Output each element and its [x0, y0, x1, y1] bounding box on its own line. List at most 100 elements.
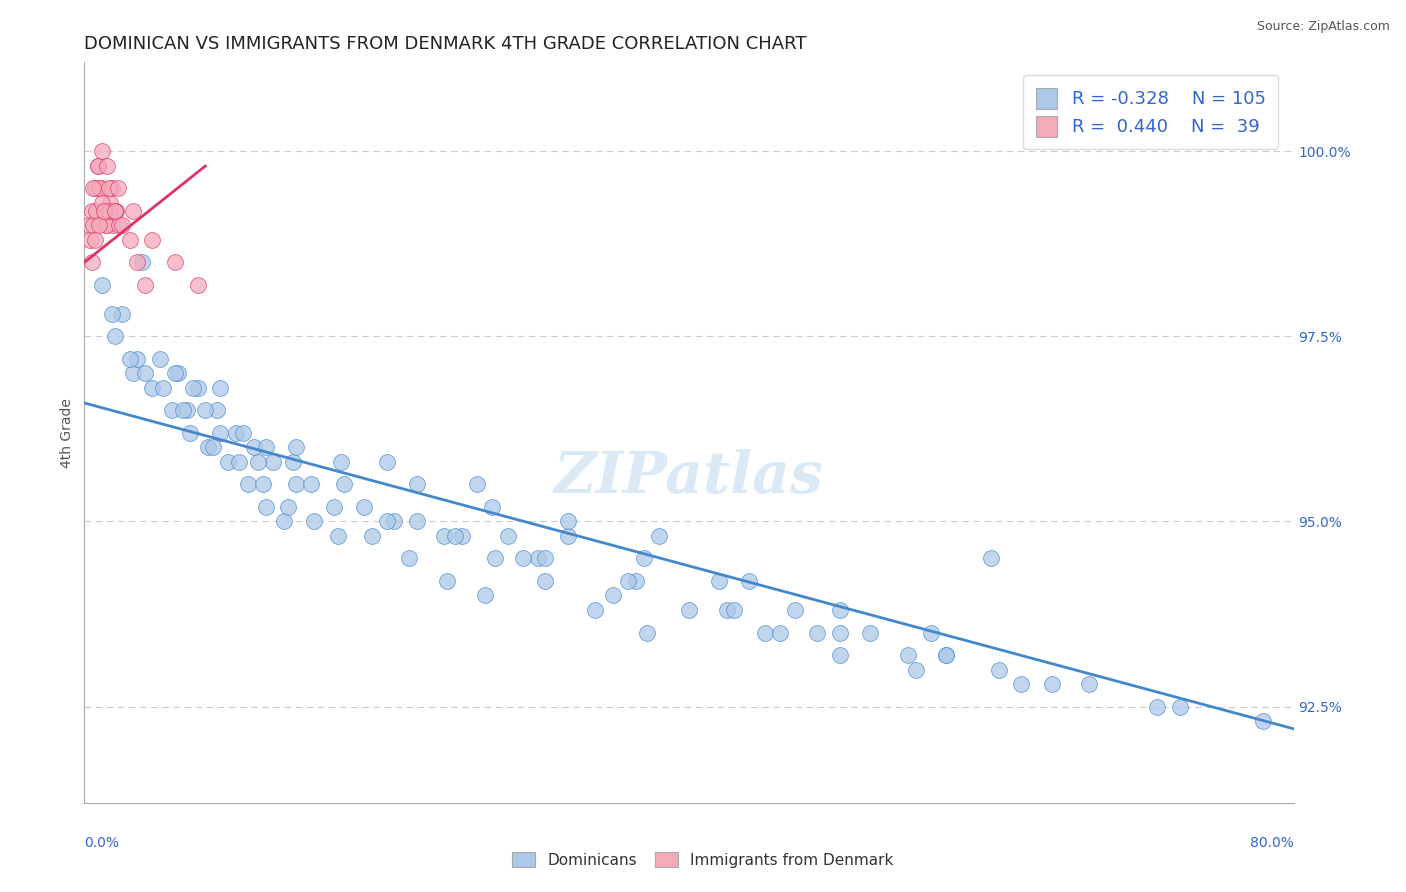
Point: [217, 455, 239, 469]
Point: [830, 603, 852, 617]
Point: [277, 500, 299, 514]
Point: [201, 441, 224, 455]
Point: [97, 181, 120, 195]
Point: [176, 403, 198, 417]
Point: [648, 529, 671, 543]
Point: [624, 574, 647, 588]
Point: [602, 589, 624, 603]
Point: [406, 477, 429, 491]
Point: [94, 219, 117, 233]
Point: [225, 425, 247, 440]
Point: [121, 203, 143, 218]
Point: [1011, 677, 1033, 691]
Point: [1078, 677, 1101, 691]
Point: [360, 529, 382, 543]
Point: [118, 351, 141, 366]
Point: [333, 477, 356, 491]
Point: [167, 367, 190, 381]
Point: [987, 663, 1010, 677]
Point: [87, 159, 110, 173]
Legend: Dominicans, Immigrants from Denmark: Dominicans, Immigrants from Denmark: [506, 846, 900, 873]
Point: [121, 367, 143, 381]
Point: [382, 515, 405, 529]
Point: [105, 203, 128, 218]
Point: [436, 574, 458, 588]
Point: [104, 329, 127, 343]
Text: Source: ZipAtlas.com: Source: ZipAtlas.com: [1257, 20, 1391, 33]
Point: [433, 529, 456, 543]
Point: [77, 219, 100, 233]
Point: [152, 381, 174, 395]
Point: [127, 351, 149, 366]
Point: [328, 529, 350, 543]
Point: [104, 203, 127, 218]
Point: [84, 181, 107, 195]
Point: [285, 477, 308, 491]
Point: [80, 255, 103, 269]
Point: [262, 455, 284, 469]
Point: [131, 255, 153, 269]
Point: [236, 477, 259, 491]
Point: [617, 574, 640, 588]
Point: [101, 219, 124, 233]
Point: [484, 551, 506, 566]
Point: [904, 663, 927, 677]
Point: [252, 477, 274, 491]
Point: [228, 455, 250, 469]
Point: [254, 500, 277, 514]
Point: [1040, 677, 1063, 691]
Point: [108, 219, 131, 233]
Point: [273, 515, 295, 529]
Point: [254, 441, 277, 455]
Point: [830, 625, 852, 640]
Point: [783, 603, 806, 617]
Point: [1253, 714, 1275, 729]
Point: [557, 529, 579, 543]
Point: [897, 648, 920, 662]
Point: [247, 455, 270, 469]
Point: [353, 500, 375, 514]
Text: ZIPatlas: ZIPatlas: [554, 449, 824, 505]
Point: [398, 551, 420, 566]
Point: [107, 181, 129, 195]
Point: [406, 515, 429, 529]
Point: [79, 233, 101, 247]
Point: [89, 181, 111, 195]
Point: [935, 648, 957, 662]
Legend: R = -0.328    N = 105, R =  0.440    N =  39: R = -0.328 N = 105, R = 0.440 N = 39: [1024, 75, 1278, 149]
Point: [127, 255, 149, 269]
Point: [723, 603, 745, 617]
Point: [98, 196, 121, 211]
Point: [134, 277, 156, 292]
Point: [281, 455, 304, 469]
Point: [141, 381, 163, 395]
Point: [97, 203, 120, 218]
Point: [330, 455, 353, 469]
Point: [716, 603, 738, 617]
Point: [859, 625, 882, 640]
Point: [583, 603, 606, 617]
Point: [534, 551, 557, 566]
Point: [181, 381, 204, 395]
Y-axis label: 4th Grade: 4th Grade: [60, 398, 75, 467]
Point: [104, 203, 127, 218]
Point: [481, 500, 503, 514]
Point: [90, 181, 112, 195]
Point: [160, 403, 183, 417]
Point: [187, 277, 209, 292]
Point: [100, 181, 122, 195]
Point: [738, 574, 761, 588]
Point: [172, 403, 194, 417]
Text: 80.0%: 80.0%: [1250, 836, 1294, 850]
Point: [82, 181, 104, 195]
Point: [920, 625, 942, 640]
Point: [527, 551, 550, 566]
Point: [86, 203, 108, 218]
Point: [678, 603, 700, 617]
Point: [93, 203, 115, 218]
Point: [496, 529, 519, 543]
Point: [187, 381, 209, 395]
Text: DOMINICAN VS IMMIGRANTS FROM DENMARK 4TH GRADE CORRELATION CHART: DOMINICAN VS IMMIGRANTS FROM DENMARK 4TH…: [84, 35, 807, 53]
Point: [141, 233, 163, 247]
Point: [451, 529, 474, 543]
